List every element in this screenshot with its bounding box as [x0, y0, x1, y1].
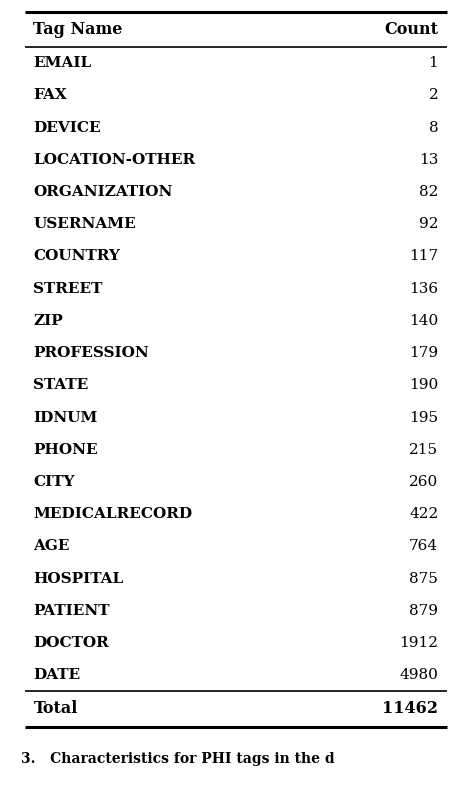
- Text: PROFESSION: PROFESSION: [33, 346, 149, 360]
- Text: 879: 879: [409, 604, 438, 618]
- Text: MEDICALRECORD: MEDICALRECORD: [33, 507, 192, 521]
- Text: CITY: CITY: [33, 475, 75, 489]
- Text: 1: 1: [429, 56, 438, 70]
- Text: ZIP: ZIP: [33, 314, 63, 328]
- Text: Tag Name: Tag Name: [33, 21, 123, 38]
- Text: 215: 215: [409, 443, 438, 457]
- Text: USERNAME: USERNAME: [33, 218, 136, 231]
- Text: Total: Total: [33, 700, 78, 718]
- Text: COUNTRY: COUNTRY: [33, 249, 120, 264]
- Text: DATE: DATE: [33, 669, 81, 682]
- Text: 136: 136: [409, 282, 438, 295]
- Text: 140: 140: [409, 314, 438, 328]
- Text: 11462: 11462: [382, 700, 438, 718]
- Text: 4980: 4980: [399, 669, 438, 682]
- Text: 260: 260: [409, 475, 438, 489]
- Text: AGE: AGE: [33, 539, 70, 553]
- Text: STATE: STATE: [33, 378, 89, 392]
- Text: 13: 13: [419, 152, 438, 167]
- Text: 8: 8: [429, 121, 438, 134]
- Text: 422: 422: [409, 507, 438, 521]
- Text: IDNUM: IDNUM: [33, 410, 98, 425]
- Text: 1912: 1912: [399, 636, 438, 650]
- Text: 117: 117: [409, 249, 438, 264]
- Text: 195: 195: [409, 410, 438, 425]
- Text: 764: 764: [409, 539, 438, 553]
- Text: 190: 190: [409, 378, 438, 392]
- Text: LOCATION-OTHER: LOCATION-OTHER: [33, 152, 196, 167]
- Text: DOCTOR: DOCTOR: [33, 636, 109, 650]
- Text: ORGANIZATION: ORGANIZATION: [33, 185, 173, 199]
- Text: FAX: FAX: [33, 88, 67, 102]
- Text: HOSPITAL: HOSPITAL: [33, 572, 124, 586]
- Text: 179: 179: [409, 346, 438, 360]
- Text: 875: 875: [409, 572, 438, 586]
- Text: 82: 82: [419, 185, 438, 199]
- Text: EMAIL: EMAIL: [33, 56, 92, 70]
- Text: 2: 2: [429, 88, 438, 102]
- Text: DEVICE: DEVICE: [33, 121, 101, 134]
- Text: STREET: STREET: [33, 282, 103, 295]
- Text: 3.   Characteristics for PHI tags in the d: 3. Characteristics for PHI tags in the d: [21, 752, 334, 766]
- Text: PHONE: PHONE: [33, 443, 98, 457]
- Text: PATIENT: PATIENT: [33, 604, 110, 618]
- Text: 92: 92: [419, 218, 438, 231]
- Text: Count: Count: [384, 21, 438, 38]
